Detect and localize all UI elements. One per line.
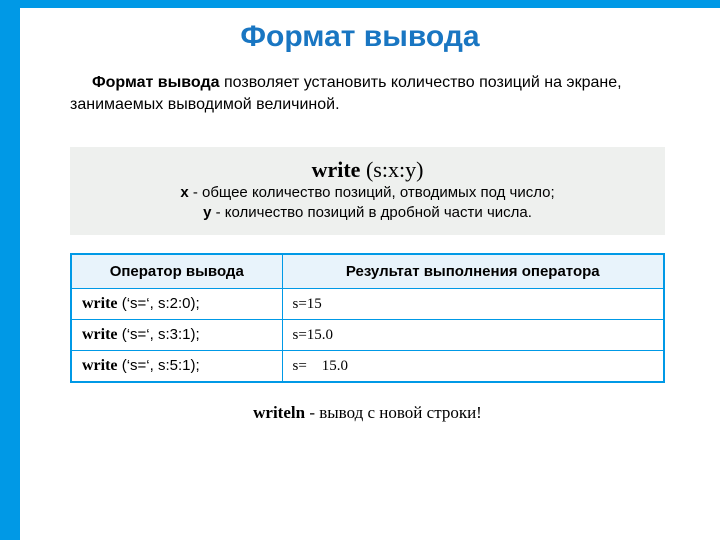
table-row: write (‘s=‘, s:3:1); s=15.0 [71, 320, 664, 351]
op-args: (‘s=‘, s:5:1); [118, 357, 200, 374]
slide-title: Формат вывода [0, 0, 720, 72]
op-args: (‘s=‘, s:2:0); [118, 295, 200, 312]
syntax-txt-y: - количество позиций в дробной части чис… [211, 204, 531, 221]
syntax-box: write (s:x:y) x - общее количество позиц… [70, 147, 665, 236]
op-keyword: write [82, 357, 118, 374]
col-operator: Оператор вывода [71, 254, 282, 289]
table-row: write (‘s=‘, s:2:0); s=15 [71, 289, 664, 320]
footer-note: writeln - вывод с новой строки! [70, 403, 665, 423]
syntax-line-x: x - общее количество позиций, отводимых … [82, 183, 653, 203]
syntax-args: (s:x:y) [360, 157, 423, 182]
content-area: Формат вывода позволяет установить колич… [0, 72, 720, 423]
slide: Формат вывода Формат вывода позволяет ус… [0, 0, 720, 540]
op-keyword: write [82, 326, 118, 343]
syntax-main: write (s:x:y) [82, 157, 653, 183]
example-table: Оператор вывода Результат выполнения опе… [70, 253, 665, 383]
table-row: write (‘s=‘, s:5:1); s= 15.0 [71, 351, 664, 383]
table-body: write (‘s=‘, s:2:0); s=15 write (‘s=‘, s… [71, 289, 664, 383]
table-header-row: Оператор вывода Результат выполнения опе… [71, 254, 664, 289]
op-keyword: write [82, 295, 118, 312]
side-accent-bar [0, 0, 20, 540]
syntax-line-y: y - количество позиций в дробной части ч… [82, 203, 653, 223]
col-result: Результат выполнения оператора [282, 254, 664, 289]
intro-paragraph: Формат вывода позволяет установить колич… [70, 72, 665, 117]
cell-operator: write (‘s=‘, s:3:1); [71, 320, 282, 351]
cell-result: s= 15.0 [282, 351, 664, 383]
footer-bold: writeln [253, 403, 309, 422]
op-args: (‘s=‘, s:3:1); [118, 326, 200, 343]
cell-operator: write (‘s=‘, s:2:0); [71, 289, 282, 320]
syntax-keyword: write [312, 157, 361, 182]
syntax-var-x: x [180, 184, 188, 201]
cell-result: s=15.0 [282, 320, 664, 351]
footer-rest: - вывод с новой строки! [309, 403, 482, 422]
intro-bold: Формат вывода [92, 74, 220, 91]
cell-result: s=15 [282, 289, 664, 320]
top-accent-bar [0, 0, 720, 8]
cell-operator: write (‘s=‘, s:5:1); [71, 351, 282, 383]
syntax-txt-x: - общее количество позиций, отводимых по… [189, 184, 555, 201]
